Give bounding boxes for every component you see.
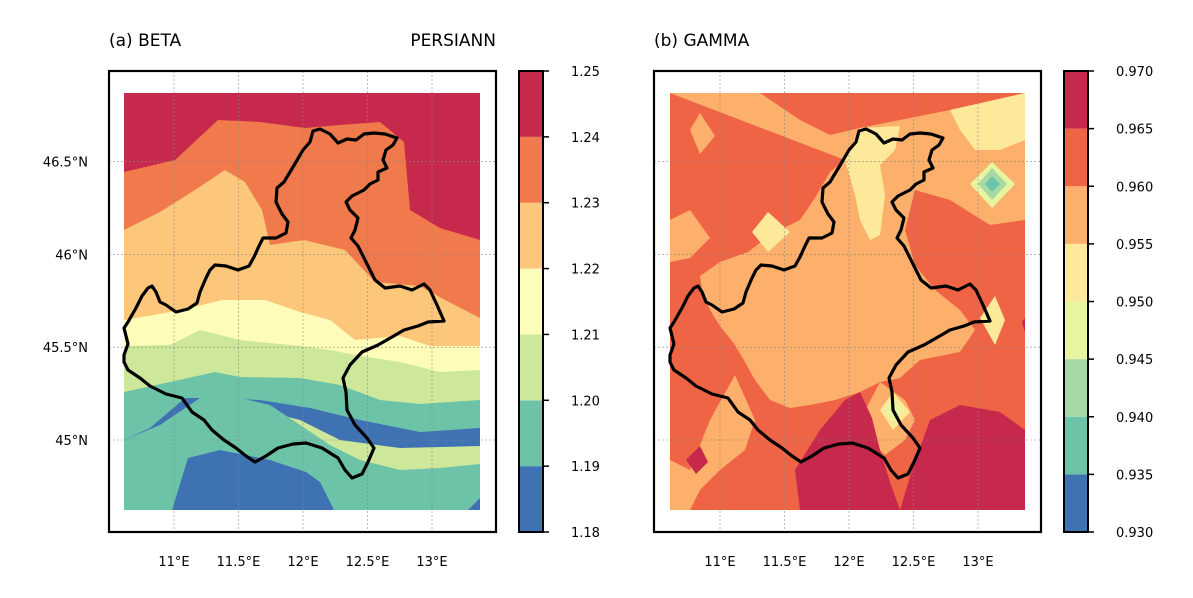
gamma-area-0-955-upper-left [690, 113, 715, 154]
colorbar-label-7: 0.965 [1116, 123, 1153, 138]
beta-field [124, 93, 480, 510]
gamma-area-0-950-diamond-right [980, 296, 1005, 345]
x-tick-label-1: 11.5°E [217, 555, 261, 570]
colorbar-segment-4 [519, 202, 543, 269]
colorbar-segment-4 [1064, 243, 1088, 302]
colorbar-label-1: 1.19 [571, 460, 600, 475]
x-tick-label-2: 12°E [287, 555, 318, 570]
gamma-x-ticks: 11°E 11.5°E 12°E 12.5°E 13°E [704, 555, 993, 570]
panel-gamma: (b) GAMMA 11°E 11.5°E 12°E 12.5°E 13°E 0.930… [652, 31, 1153, 570]
colorbar-segment-0 [1064, 474, 1088, 532]
gamma-area-0-950-diamond-left [752, 212, 790, 252]
gamma-area-0-955-bottom-edge [670, 496, 680, 510]
gamma-area-0-955-left [670, 210, 710, 262]
colorbar-label-0: 1.18 [571, 526, 600, 541]
colorbar-frame [518, 70, 544, 533]
beta-region-border [122, 127, 446, 480]
panel-a-title: (a) BETA [109, 31, 182, 51]
colorbar-segment-0 [519, 466, 543, 532]
colorbar-label-0: 0.930 [1116, 526, 1153, 541]
x-tick-label-2: 12°E [833, 555, 864, 570]
colorbar-segment-5 [519, 136, 543, 203]
x-tick-label-3: 12.5°E [346, 555, 390, 570]
gamma-map-frame [652, 69, 1043, 534]
colorbar-label-7: 1.25 [571, 65, 600, 80]
beta-x-ticks: 11°E 11.5°E 12°E 12.5°E 13°E [158, 555, 447, 570]
colorbar-segment-1 [519, 400, 543, 467]
panel-b-title: (b) GAMMA [654, 31, 750, 51]
colorbar-label-6: 1.24 [571, 131, 600, 146]
colorbar-label-8: 0.970 [1116, 65, 1153, 80]
gamma-field [670, 93, 1025, 510]
gamma-gridlines [654, 71, 1041, 532]
x-tick-label-1: 11.5°E [763, 555, 807, 570]
beta-y-ticks: 45°N 45.5°N 46°N 46.5°N [43, 156, 88, 449]
colorbar-segment-7 [1064, 71, 1088, 129]
gamma-area-0-955-top [670, 93, 1025, 408]
colorbar-label-5: 0.955 [1116, 238, 1153, 253]
x-tick-label-0: 11°E [704, 555, 735, 570]
colorbar-label-4: 0.950 [1116, 296, 1153, 311]
y-tick-label-2: 46°N [55, 248, 88, 263]
colorbar-segment-3 [519, 268, 543, 335]
colorbar-segment-6 [519, 71, 543, 137]
beta-map-frame [107, 69, 498, 534]
panel-beta: (a) BETA PERSIANN 11°E 11.5°E 12°E 12.5°E 13… [43, 31, 600, 570]
y-tick-label-3: 46.5°N [43, 156, 88, 171]
colorbar-segment-6 [1064, 128, 1088, 187]
y-tick-label-1: 45.5°N [43, 341, 88, 356]
gamma-region-border [668, 127, 992, 480]
colorbar-label-2: 1.20 [571, 394, 600, 409]
gamma-area-0-965-lower-right [900, 405, 1025, 510]
colorbar-label-3: 0.945 [1116, 353, 1153, 368]
gamma-area-0-965-spot [686, 446, 708, 474]
beta-gridlines [109, 71, 496, 532]
gamma-area-0-950-centre [845, 126, 900, 240]
colorbar-label-5: 1.23 [571, 197, 600, 212]
colorbar-label-2: 0.940 [1116, 411, 1153, 426]
gamma-colorbar: 0.930 0.935 0.940 0.945 0.950 0.955 0.960 0.965… [1063, 65, 1153, 541]
gamma-area-0-965-edge [1022, 318, 1025, 332]
colorbar-label-6: 0.960 [1116, 180, 1153, 195]
gamma-area-0-965-lower-left [795, 392, 900, 510]
x-tick-label-4: 13°E [962, 555, 993, 570]
colorbar-segment-2 [1064, 359, 1088, 417]
y-tick-label-0: 45°N [55, 434, 88, 449]
colorbar-label-3: 1.21 [571, 328, 600, 343]
colorbar-segment-1 [1064, 416, 1088, 475]
gamma-area-0-935-upper-right [985, 176, 1000, 192]
beta-band-1-18-lower [172, 450, 334, 510]
colorbar-segment-2 [519, 334, 543, 401]
colorbar-label-1: 0.935 [1116, 468, 1153, 483]
colorbar-segment-3 [1064, 301, 1088, 360]
colorbar-label-4: 1.22 [571, 263, 600, 278]
panel-a-subtitle: PERSIANN [410, 31, 496, 51]
beta-colorbar: 1.18 1.19 1.20 1.21 1.22 1.23 1.24 1.25 [518, 65, 600, 541]
beta-band-1-18-corner [468, 498, 480, 510]
x-tick-label-3: 12.5°E [892, 555, 936, 570]
colorbar-segment-5 [1064, 186, 1088, 244]
gamma-area-0-950-upper-right [950, 93, 1025, 150]
x-tick-label-0: 11°E [158, 555, 189, 570]
x-tick-label-4: 13°E [416, 555, 447, 570]
